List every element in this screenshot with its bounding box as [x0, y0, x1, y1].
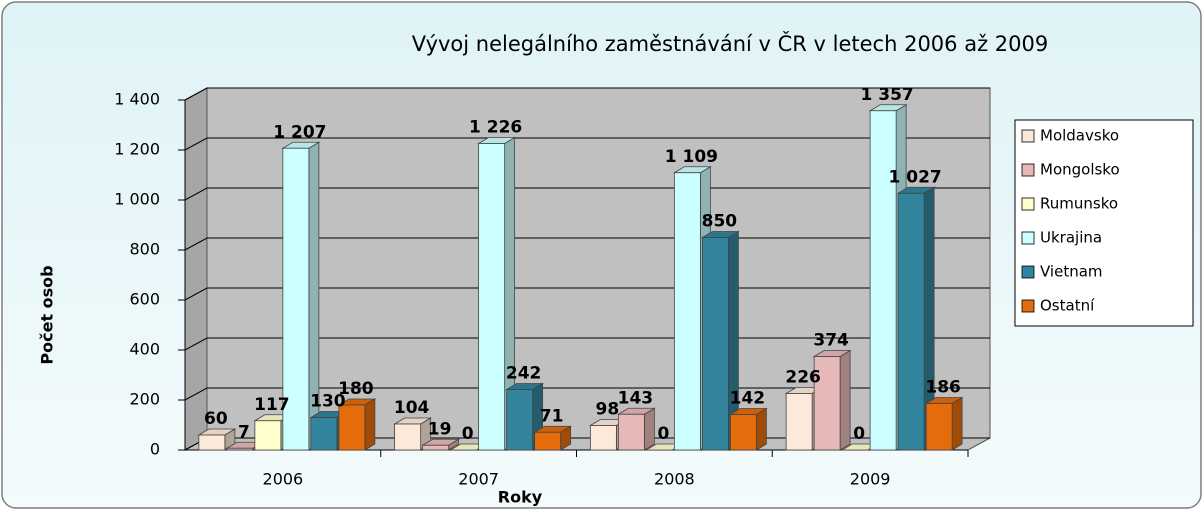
y-tick-label: 800	[129, 240, 160, 259]
x-axis-label: Roky	[498, 488, 543, 507]
bar	[478, 143, 506, 451]
grid-line	[184, 87, 990, 101]
bar-side	[839, 349, 851, 451]
value-label: 1 357	[861, 85, 914, 105]
chart-title: Vývoj nelegálního zaměstnávání v ČR v le…	[412, 31, 1048, 56]
bar-side	[643, 407, 655, 451]
bar	[198, 434, 226, 451]
bar	[506, 389, 534, 451]
value-label: 850	[702, 212, 738, 232]
value-label: 130	[310, 392, 346, 412]
bar	[813, 356, 841, 451]
y-axis-label: Počet osob	[38, 265, 57, 364]
x-tick-label: 2008	[654, 470, 695, 489]
value-label: 1 109	[665, 147, 718, 167]
bar	[701, 237, 729, 451]
value-label: 98	[596, 400, 620, 420]
grid-line	[184, 187, 990, 201]
bar	[617, 413, 645, 451]
bar	[869, 110, 897, 451]
value-label: 1 027	[889, 167, 942, 187]
x-tick-label: 2009	[850, 470, 891, 489]
value-label: 19	[428, 419, 452, 439]
legend-label: Vietnam	[1040, 263, 1103, 281]
bar	[282, 147, 310, 451]
y-tick-label: 400	[129, 340, 160, 359]
value-label: 242	[506, 364, 542, 384]
bar	[226, 447, 254, 451]
legend-label: Ostatní	[1040, 297, 1095, 315]
y-tick-label: 1 400	[114, 90, 160, 109]
side-wall	[184, 87, 208, 451]
bar-side	[755, 407, 767, 451]
value-label: 226	[785, 368, 821, 388]
value-label: 1 226	[469, 118, 522, 138]
bar	[254, 420, 282, 451]
legend	[1014, 119, 1194, 327]
value-label: 117	[254, 395, 290, 415]
value-label: 104	[394, 398, 430, 418]
value-label: 71	[540, 406, 564, 426]
y-tick-label: 200	[129, 390, 160, 409]
y-tick-label: 1 000	[114, 190, 160, 209]
legend-swatch	[1021, 163, 1035, 177]
value-label: 180	[338, 379, 374, 399]
bar	[394, 423, 422, 451]
bar	[925, 403, 953, 451]
y-tick-label: 1 200	[114, 140, 160, 159]
value-label: 0	[462, 424, 474, 444]
bar	[422, 444, 450, 451]
legend-swatch	[1021, 299, 1035, 313]
bar	[589, 425, 617, 451]
value-label: 7	[238, 422, 250, 442]
value-label: 142	[730, 389, 766, 409]
bar	[310, 417, 338, 451]
value-label: 143	[618, 388, 654, 408]
legend-swatch	[1021, 197, 1035, 211]
value-label: 0	[657, 424, 669, 444]
value-label: 186	[925, 378, 961, 398]
y-tick-label: 0	[150, 440, 160, 459]
bar-side	[364, 398, 376, 451]
bar	[338, 404, 366, 451]
legend-label: Moldavsko	[1040, 127, 1119, 145]
value-label: 374	[813, 331, 849, 351]
value-label: 0	[853, 424, 865, 444]
legend-swatch	[1021, 129, 1035, 143]
bar	[897, 192, 925, 451]
bar	[534, 431, 562, 451]
bar	[673, 172, 701, 451]
legend-label: Mongolsko	[1040, 161, 1120, 179]
value-label: 1 207	[273, 122, 326, 142]
legend-swatch	[1021, 231, 1035, 245]
grid-line	[184, 137, 990, 151]
bar	[785, 393, 813, 451]
x-tick-label: 2006	[263, 470, 304, 489]
bar-side	[951, 396, 963, 451]
x-tick-label: 2007	[458, 470, 499, 489]
legend-swatch	[1021, 265, 1035, 279]
legend-label: Rumunsko	[1040, 195, 1118, 213]
bar	[729, 414, 757, 451]
y-tick-label: 600	[129, 290, 160, 309]
legend-label: Ukrajina	[1040, 229, 1102, 247]
value-label: 60	[204, 409, 228, 429]
